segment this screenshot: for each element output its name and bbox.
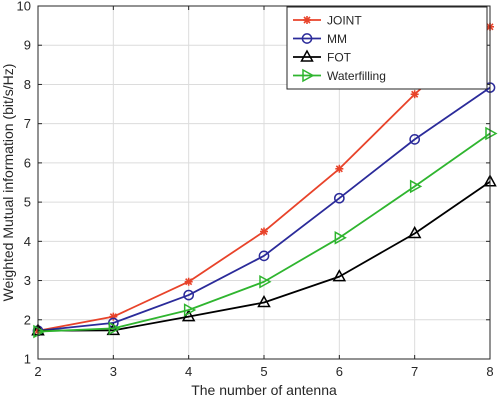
data-point [257, 294, 271, 308]
data-point [108, 321, 121, 336]
data-point [335, 164, 344, 173]
x-tick-label: 2 [34, 364, 41, 379]
y-tick-label: 9 [24, 38, 31, 53]
data-point [485, 126, 498, 141]
asterisk-stroke [411, 90, 419, 98]
series-waterfilling [33, 126, 498, 339]
x-tick-label: 6 [336, 364, 343, 379]
y-axis-label: Weighted Mutual information (bit/s/Hz) [0, 64, 16, 302]
data-point [258, 250, 270, 262]
plot-series [31, 22, 498, 339]
asterisk-stroke [185, 278, 193, 286]
y-tick-label: 10 [17, 0, 31, 14]
data-point [333, 192, 345, 204]
legend-entry: Waterfilling [293, 68, 386, 83]
legend-marker [302, 68, 315, 83]
x-tick-label: 5 [260, 364, 267, 379]
data-point [183, 289, 195, 301]
legend-entry: FOT [293, 49, 352, 65]
y-tick-label: 5 [24, 195, 31, 210]
legend-marker [303, 16, 311, 24]
asterisk-stroke [335, 165, 343, 173]
legend-entry: JOINT [293, 14, 362, 28]
x-tick-label: 7 [411, 364, 418, 379]
y-tick-label: 8 [24, 77, 31, 92]
series-line [37, 132, 491, 333]
legend: JOINT MM FOT Waterfilling [286, 6, 488, 90]
legend-entry: MM [293, 32, 347, 46]
y-tick-label: 6 [24, 155, 31, 170]
y-tick-label: 4 [24, 234, 31, 249]
data-point [260, 227, 268, 236]
data-point [184, 277, 193, 286]
data-point [33, 324, 46, 339]
legend-label: JOINT [327, 14, 362, 28]
legend-marker [300, 49, 314, 62]
asterisk-stroke [303, 16, 311, 24]
y-tick-label: 7 [24, 116, 31, 131]
data-point [259, 274, 272, 289]
data-point [334, 231, 347, 245]
x-tick-label: 4 [185, 364, 192, 379]
series-joint [34, 22, 494, 335]
x-axis-label: The number of antenna [191, 382, 337, 398]
legend-marker [301, 33, 313, 44]
y-tick-label: 2 [24, 312, 31, 327]
legend-label: MM [327, 32, 347, 46]
x-tick-label: 3 [110, 364, 117, 379]
x-tick-label: 8 [486, 364, 493, 379]
series-line [37, 180, 491, 332]
legend-label: FOT [327, 51, 352, 65]
data-point [410, 90, 419, 99]
legend-label: Waterfilling [327, 69, 386, 83]
data-point [332, 269, 347, 282]
data-point [407, 225, 422, 239]
y-tick-label: 3 [24, 273, 31, 288]
data-point [183, 303, 197, 317]
data-point [409, 179, 423, 194]
data-point [409, 134, 421, 145]
asterisk-stroke [260, 227, 268, 236]
y-tick-label: 1 [24, 352, 31, 367]
